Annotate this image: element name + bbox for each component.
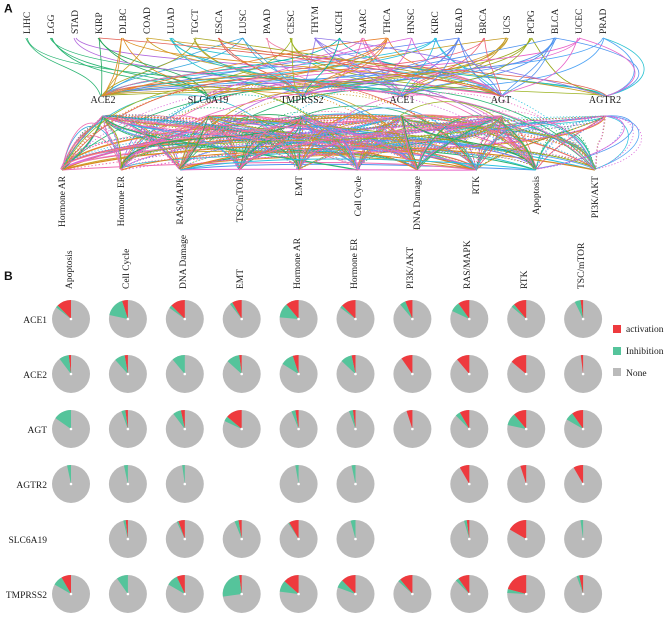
svg-text:EMT: EMT xyxy=(295,176,305,196)
svg-text:AGTR2: AGTR2 xyxy=(589,95,621,106)
svg-text:RAS/MAPK: RAS/MAPK xyxy=(463,240,473,289)
svg-text:Hormone ER: Hormone ER xyxy=(117,175,127,226)
svg-text:THCA: THCA xyxy=(383,8,393,34)
svg-text:Hormone AR: Hormone AR xyxy=(293,237,303,289)
svg-text:AGTR2: AGTR2 xyxy=(16,481,47,491)
svg-text:AGT: AGT xyxy=(491,95,512,106)
svg-text:PI3K/AKT: PI3K/AKT xyxy=(406,247,416,289)
svg-text:TGCT: TGCT xyxy=(191,9,201,34)
svg-text:A: A xyxy=(4,2,13,16)
svg-text:ACE1: ACE1 xyxy=(23,316,47,326)
svg-text:PAAD: PAAD xyxy=(263,9,273,34)
svg-text:STAD: STAD xyxy=(71,10,81,34)
svg-text:ESCA: ESCA xyxy=(215,10,225,34)
svg-text:Inhibition: Inhibition xyxy=(626,347,664,357)
svg-text:Hormone ER: Hormone ER xyxy=(350,238,360,289)
svg-text:B: B xyxy=(4,269,13,283)
svg-text:BRCA: BRCA xyxy=(479,8,489,34)
svg-text:Hormone AR: Hormone AR xyxy=(58,175,68,227)
svg-text:PI3K/AKT: PI3K/AKT xyxy=(591,176,601,218)
svg-text:READ: READ xyxy=(455,8,465,34)
svg-text:UCS: UCS xyxy=(503,16,513,34)
svg-text:CESC: CESC xyxy=(287,10,297,34)
svg-text:LIHC: LIHC xyxy=(23,12,33,34)
svg-text:TMPRSS2: TMPRSS2 xyxy=(6,591,47,601)
svg-text:RAS/MAPK: RAS/MAPK xyxy=(176,176,186,225)
svg-text:RTK: RTK xyxy=(520,270,530,289)
svg-text:LUSC: LUSC xyxy=(239,10,249,34)
svg-text:COAD: COAD xyxy=(143,7,153,34)
svg-text:TSC/mTOR: TSC/mTOR xyxy=(236,175,246,222)
svg-text:Cell Cycle: Cell Cycle xyxy=(354,176,364,216)
svg-text:TMPRSS2: TMPRSS2 xyxy=(280,95,323,106)
svg-text:None: None xyxy=(626,369,647,379)
svg-text:AGT: AGT xyxy=(27,426,47,436)
svg-text:HNSC: HNSC xyxy=(407,9,417,34)
svg-text:DNA Damage: DNA Damage xyxy=(413,176,423,230)
svg-text:DLBC: DLBC xyxy=(119,9,129,34)
svg-text:TSC/mTOR: TSC/mTOR xyxy=(577,242,587,289)
svg-text:PCPG: PCPG xyxy=(527,10,537,34)
svg-text:Apoptosis: Apoptosis xyxy=(532,176,542,215)
svg-text:BLCA: BLCA xyxy=(551,9,561,34)
svg-text:SARC: SARC xyxy=(359,9,369,34)
svg-text:Cell Cycle: Cell Cycle xyxy=(122,249,132,289)
svg-text:PRAD: PRAD xyxy=(599,9,609,34)
svg-text:UCEC: UCEC xyxy=(575,9,585,34)
svg-text:DNA Damage: DNA Damage xyxy=(179,235,189,289)
svg-text:LGG: LGG xyxy=(47,14,57,34)
svg-text:ACE2: ACE2 xyxy=(23,371,47,381)
svg-text:KICH: KICH xyxy=(335,11,345,34)
svg-text:LUAD: LUAD xyxy=(167,7,177,34)
svg-text:Apoptosis: Apoptosis xyxy=(65,250,75,289)
svg-text:activation: activation xyxy=(626,325,664,335)
svg-text:THYM: THYM xyxy=(311,5,321,34)
svg-text:RTK: RTK xyxy=(472,176,482,195)
svg-text:SLC6A19: SLC6A19 xyxy=(8,536,47,546)
svg-text:EMT: EMT xyxy=(236,269,246,289)
svg-text:SLC6A19: SLC6A19 xyxy=(188,95,229,106)
svg-text:ACE2: ACE2 xyxy=(91,95,116,106)
svg-text:KIRP: KIRP xyxy=(95,12,105,34)
svg-text:KIRC: KIRC xyxy=(431,11,441,34)
svg-text:ACE1: ACE1 xyxy=(390,95,415,106)
